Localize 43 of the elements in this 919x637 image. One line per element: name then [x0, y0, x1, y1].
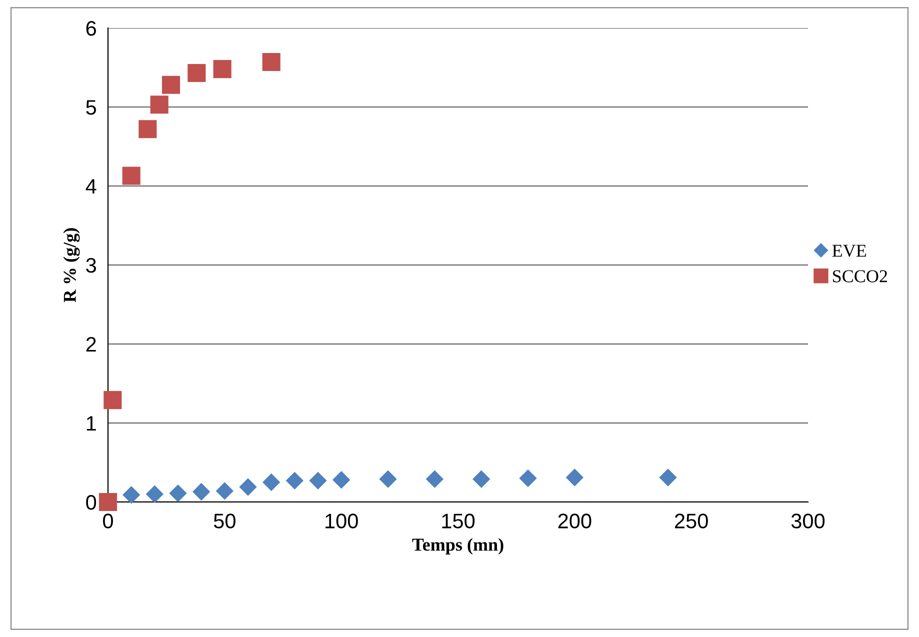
point — [213, 60, 232, 78]
point — [216, 482, 234, 500]
x-tick-label: 200 — [558, 514, 592, 528]
x-tick-label: 150 — [442, 514, 475, 528]
point — [169, 484, 187, 502]
point — [122, 166, 140, 185]
point — [519, 470, 537, 487]
x-axis-title: Temps (mn) — [412, 538, 504, 554]
point — [379, 470, 397, 488]
point — [150, 96, 168, 114]
point — [138, 120, 157, 138]
y-tick-label: 3 — [86, 258, 96, 273]
point — [162, 76, 180, 94]
point — [262, 474, 280, 491]
point — [192, 483, 210, 500]
y-tick-label: 2 — [86, 337, 96, 352]
point — [146, 486, 164, 503]
y-axis-title: R % (g/g) — [63, 228, 80, 302]
point — [188, 64, 206, 82]
point — [309, 472, 327, 490]
point — [659, 468, 677, 486]
point — [472, 470, 490, 488]
point — [98, 492, 118, 512]
point — [104, 391, 122, 410]
y-tick-label: 1 — [86, 416, 96, 431]
point — [286, 472, 304, 490]
x-tick-label: 100 — [326, 514, 358, 528]
point — [566, 468, 584, 486]
point — [122, 486, 140, 504]
point — [262, 52, 280, 71]
x-tick-label: 300 — [791, 514, 825, 528]
x-tick-label: 50 — [214, 514, 236, 528]
point — [426, 470, 444, 488]
point — [239, 478, 257, 496]
legend-label: EVE — [832, 244, 866, 257]
point — [332, 471, 350, 488]
x-tick-label: 0 — [103, 514, 113, 528]
y-tick-label: 6 — [86, 21, 96, 36]
y-tick-label: 0 — [86, 495, 96, 510]
legend-label: SCCO2 — [833, 270, 888, 282]
x-tick-label: 250 — [675, 514, 708, 528]
y-tick-label: 5 — [86, 100, 96, 115]
y-tick-label: 4 — [86, 179, 96, 194]
